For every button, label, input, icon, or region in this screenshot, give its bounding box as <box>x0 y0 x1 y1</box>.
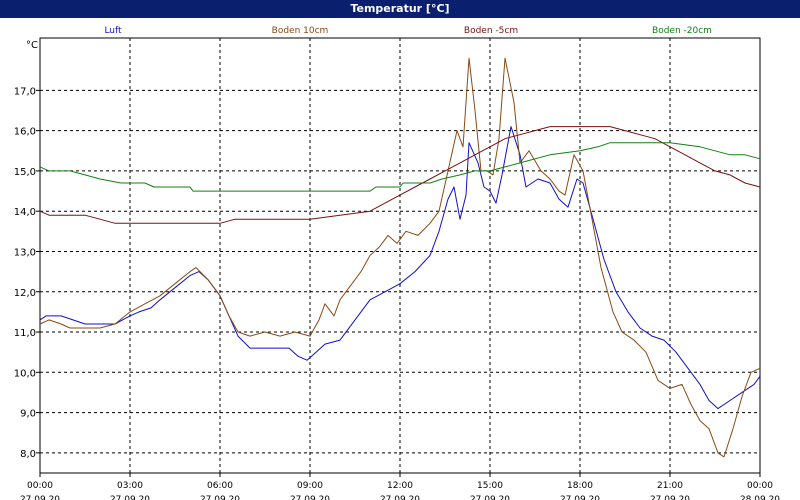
x-tick-time: 18:00 <box>567 481 593 491</box>
x-tick-time: 21:00 <box>657 481 683 491</box>
y-tick-label: 10,0 <box>14 368 36 379</box>
series-line-boden-20cm <box>39 142 761 192</box>
y-tick-label: 12,0 <box>14 288 36 299</box>
legend-entry: Boden -5cm <box>464 26 518 36</box>
x-tick-date: 28.09.20 <box>740 495 780 500</box>
x-tick-time: 06:00 <box>207 481 233 491</box>
x-tick-date: 27.09.20 <box>470 495 510 500</box>
legend-entry: Luft <box>104 26 122 36</box>
series-line-boden-10cm <box>39 57 761 458</box>
x-tick-date: 27.09.20 <box>650 495 690 500</box>
series-line-luft <box>39 126 761 410</box>
legend-entry: Boden 10cm <box>272 26 329 36</box>
legend-entry: Boden -20cm <box>652 26 712 36</box>
x-tick-time: 00:00 <box>27 481 53 491</box>
x-tick-date: 27.09.20 <box>380 495 420 500</box>
chart-title: Temperatur [°C] <box>0 0 800 18</box>
x-tick-time: 15:00 <box>477 481 503 491</box>
y-tick-label: 8,0 <box>20 449 36 460</box>
x-tick-date: 27.09.20 <box>560 495 600 500</box>
x-tick-date: 27.09.20 <box>20 495 60 500</box>
y-tick-label: 17,0 <box>14 86 36 97</box>
y-tick-label: 14,0 <box>14 207 36 218</box>
temperature-chart: 8,0 9,0 10,0 11,0 12,0 13,0 14,0 15,0 16,0 17,0 0… <box>14 26 781 500</box>
y-tick-label: 15,0 <box>14 167 36 178</box>
x-tick-date: 27.09.20 <box>290 495 330 500</box>
x-tick-time: 00:00 <box>747 481 773 491</box>
y-tick-label: 11,0 <box>14 328 36 339</box>
x-tick-time: 03:00 <box>117 481 143 491</box>
y-axis-unit: °C <box>26 40 38 51</box>
y-tick-label: 13,0 <box>14 247 36 258</box>
y-tick-label: 16,0 <box>14 127 36 138</box>
x-tick-date: 27.09.20 <box>110 495 150 500</box>
x-tick-time: 09:00 <box>297 481 323 491</box>
y-tick-label: 9,0 <box>20 409 36 420</box>
x-tick-time: 12:00 <box>387 481 413 491</box>
x-tick-date: 27.09.20 <box>200 495 240 500</box>
